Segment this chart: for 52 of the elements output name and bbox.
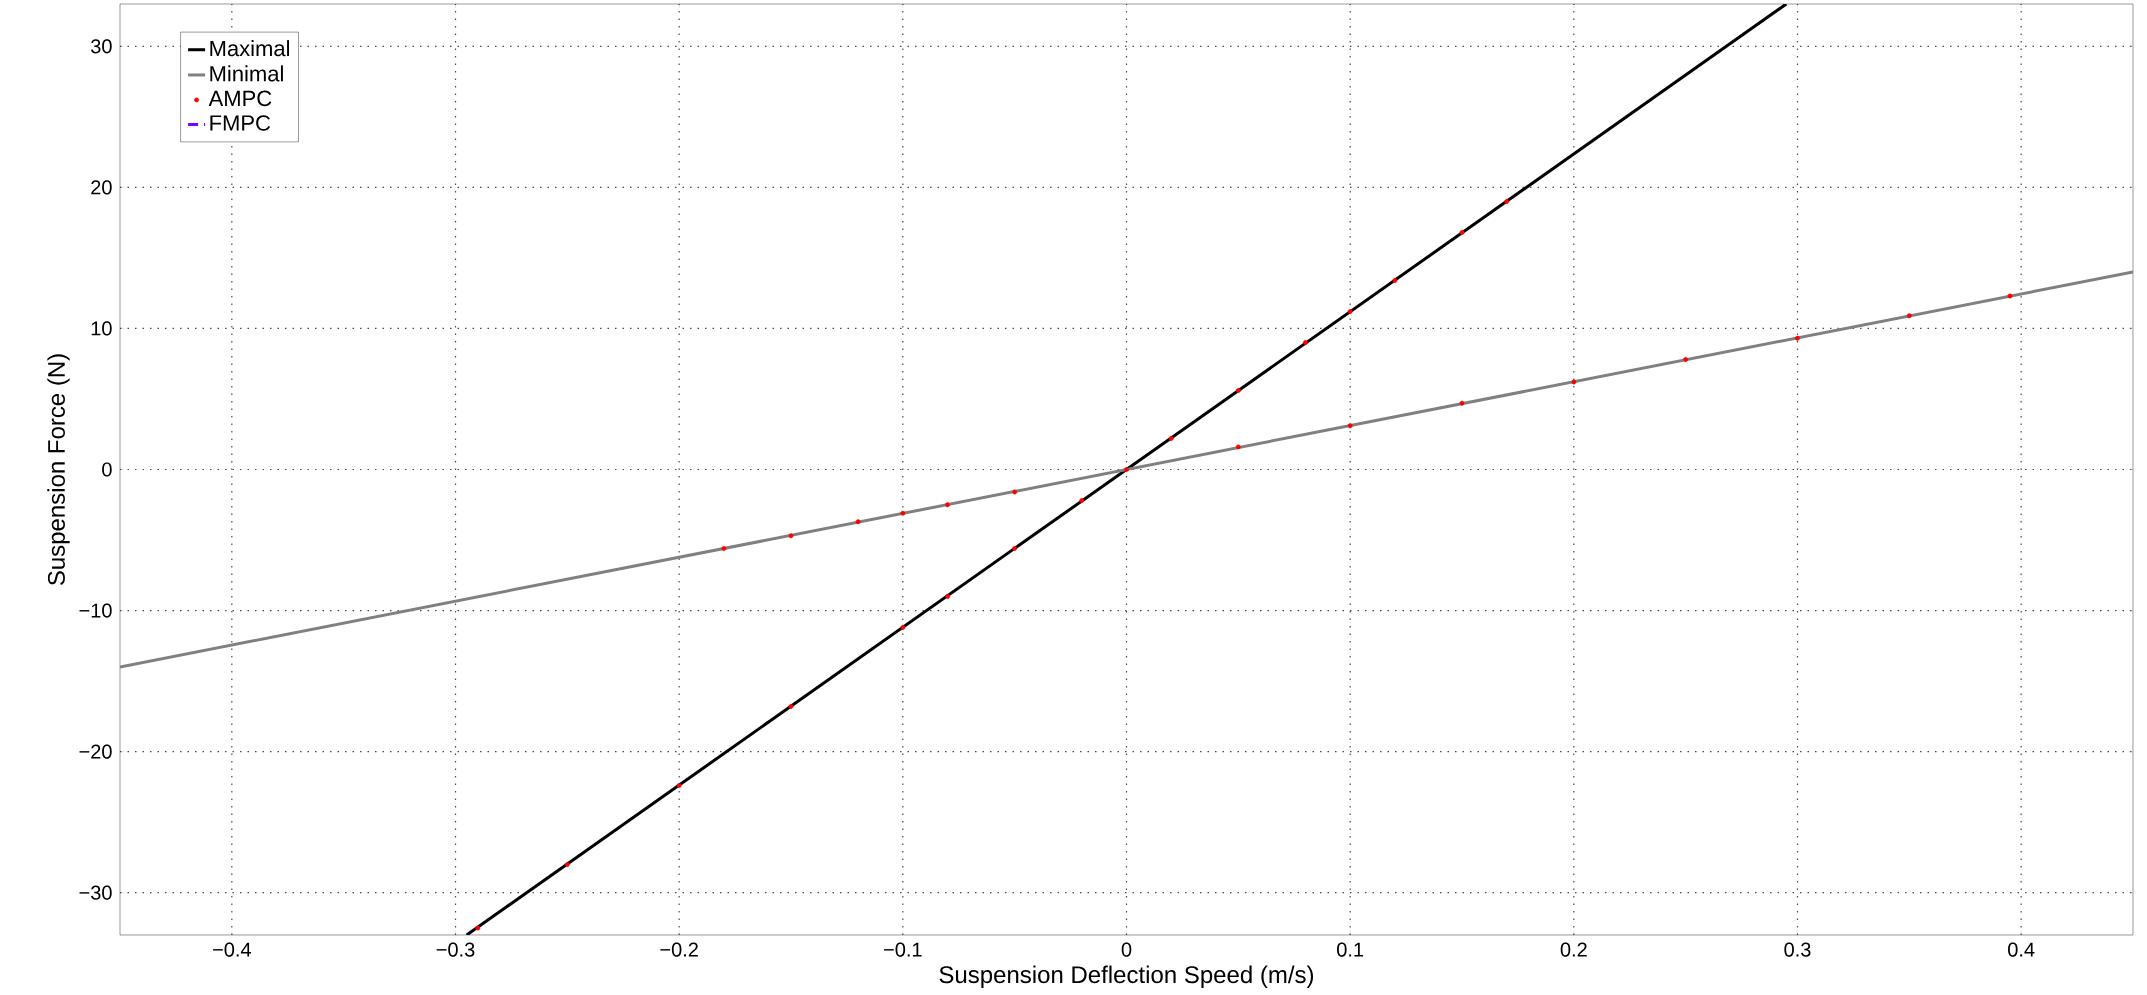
legend-label: FMPC (210, 115, 271, 131)
x-tick-label: 0.4 (2008, 942, 2035, 957)
y-tick-label: 20 (91, 180, 112, 195)
y-tick-label: 30 (91, 39, 112, 54)
point (1012, 545, 1018, 551)
point (1347, 308, 1353, 314)
point (475, 925, 481, 931)
point (945, 593, 950, 599)
x-tick-label: 0 (1121, 942, 1132, 957)
point (1347, 423, 1353, 429)
y-tick-label: 0 (102, 462, 112, 477)
y-tick-label: −30 (79, 885, 112, 900)
x-tick-label: −0.2 (660, 942, 698, 957)
point (1571, 379, 1577, 385)
point (900, 510, 906, 516)
point (1459, 400, 1465, 406)
point (855, 519, 861, 524)
point (1303, 340, 1308, 345)
point (900, 624, 906, 630)
legend-label: Maximal (210, 39, 290, 57)
x-tick-label: 0.2 (1560, 942, 1587, 957)
point (945, 502, 950, 508)
point (2007, 293, 2013, 299)
x-tick-label: −0.1 (884, 942, 922, 957)
point (676, 782, 682, 788)
point (1124, 466, 1129, 472)
x-tick-label: 0.3 (1784, 942, 1811, 957)
point (721, 545, 727, 551)
point (1235, 387, 1241, 393)
point (1168, 435, 1174, 441)
point (788, 533, 794, 539)
y-tick-label: −20 (79, 744, 112, 759)
point (1683, 356, 1689, 362)
y-tick-label: 10 (91, 321, 112, 336)
point (1795, 335, 1800, 341)
x-axis-title: Suspension Deflection Speed (m/s) (939, 965, 1314, 988)
x-tick-label: −0.4 (213, 942, 251, 957)
y-axis-title: Suspension Force (N) (47, 354, 70, 585)
y-tick-label: −10 (79, 603, 112, 618)
point (564, 861, 570, 867)
point (1906, 313, 1912, 319)
point (1504, 198, 1510, 204)
legend-label: Minimal (210, 65, 283, 82)
point (1012, 489, 1018, 495)
point (1235, 444, 1241, 450)
point (788, 703, 794, 709)
point (1459, 229, 1465, 235)
legend-label: AMPC (208, 90, 272, 107)
point (1079, 498, 1085, 503)
x-tick-label: 0.1 (1337, 942, 1364, 957)
point (1392, 277, 1398, 283)
x-tick-label: −0.3 (436, 942, 475, 957)
